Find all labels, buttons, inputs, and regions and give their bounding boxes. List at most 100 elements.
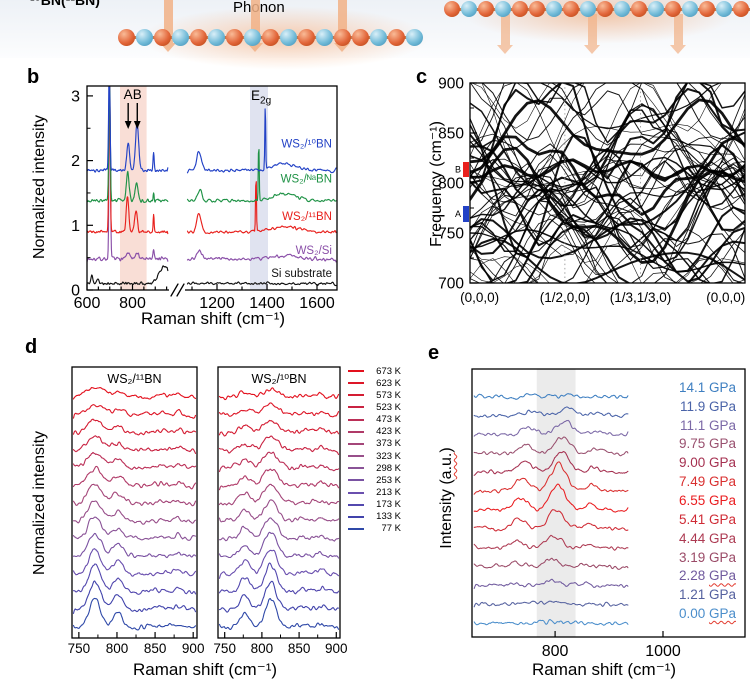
panel-letter-c: c [416, 66, 428, 88]
panel-b-ylabel: Normalized intensity [31, 114, 48, 260]
nitrogen-atom [495, 1, 511, 17]
legend-label: 323 K [376, 450, 401, 462]
svg-text:800: 800 [542, 643, 569, 660]
atom-chain-left [118, 29, 424, 46]
panel-d-curves-0 [72, 387, 197, 631]
panel-e-xlabel: Raman shift (cm⁻¹) [531, 660, 677, 679]
nitrogen-atom [244, 29, 261, 46]
boron-atom [512, 1, 528, 17]
svg-text:800: 800 [438, 176, 464, 193]
legend-item: 173 K [348, 499, 401, 511]
panel-b-raman-chart: Si substrate WS₂/Si WS₂/¹¹BN WS₂/ᴺᵃBN WS₂/¹⁰… [71, 85, 338, 312]
svg-text:(0,0,0): (0,0,0) [706, 290, 745, 305]
boron-atom [190, 29, 207, 46]
nitrogen-atom [370, 29, 387, 46]
legend-item: 473 K [348, 414, 401, 425]
boron-atom [262, 29, 279, 46]
legend-line-swatch [348, 394, 364, 397]
legend-line-swatch [348, 503, 364, 506]
legend-label: 173 K [376, 499, 401, 511]
boron-atom [733, 1, 749, 17]
nitrogen-atom [316, 29, 333, 46]
svg-text:700: 700 [438, 276, 464, 293]
boron-atom [226, 29, 243, 46]
boron-atom [118, 29, 135, 46]
panel-b-curves [87, 86, 337, 287]
svg-text:3: 3 [71, 88, 80, 105]
svg-text:B: B [455, 165, 461, 175]
legend-line-swatch [348, 418, 364, 421]
svg-text:1600: 1600 [299, 295, 335, 312]
panel-c-phonon-dispersion-chart: 700 750 800 850 900 B A (0,0,0) (1/2,0,0) (1/3,1/… [438, 76, 746, 305]
boron-atom [597, 1, 613, 17]
nitrogen-atom [280, 29, 297, 46]
legend-item: 373 K [348, 438, 401, 450]
legend-label: 523 K [376, 401, 401, 413]
panel-e-ylabel: Intensity (a.u.) [438, 447, 456, 548]
legend-line-swatch [348, 527, 364, 530]
svg-text:2: 2 [71, 153, 80, 170]
svg-text:900: 900 [182, 641, 205, 656]
nitrogen-atom [546, 1, 562, 17]
panel-b-xlabel: Raman shift (cm⁻¹) [140, 309, 286, 328]
svg-text:(1/3,1/3,0): (1/3,1/3,0) [610, 290, 672, 305]
panel-e-ylabel-prefix: Intensity ( [438, 479, 455, 549]
svg-text:WS₂/¹⁰BN: WS₂/¹⁰BN [252, 372, 307, 386]
svg-text:1000: 1000 [645, 643, 681, 660]
panel-e-ylabel-suffix: ) [438, 447, 455, 453]
svg-text:800: 800 [106, 641, 129, 656]
boron-atom [631, 1, 647, 17]
nitrogen-atom [648, 1, 664, 17]
legend-label: 213 K [376, 487, 401, 498]
panel-a-schematic: ¹⁰BN(¹¹BN) Phonon [0, 0, 750, 70]
legend-item: 298 K [348, 462, 401, 474]
boron-atom [563, 1, 579, 17]
panel-d-curves-1 [218, 387, 340, 631]
boron-atom [529, 1, 545, 17]
legend-line-swatch [348, 406, 364, 409]
boron-atom [154, 29, 171, 46]
boron-atom [352, 29, 369, 46]
panel-e-ylabel-au: a.u. [438, 452, 455, 480]
panel-d-temperature-chart: WS₂/¹¹BN 750 800 850 900 WS₂/¹⁰BN 750 800 850 900 [68, 366, 348, 656]
isotope-label: ¹⁰BN(¹¹BN) [30, 0, 100, 8]
svg-text:Si substrate: Si substrate [271, 268, 332, 280]
svg-text:(0,0,0): (0,0,0) [460, 290, 499, 305]
legend-line-swatch [348, 430, 364, 433]
svg-text:E2g: E2g [251, 88, 271, 107]
legend-label: 298 K [376, 462, 401, 474]
svg-text:(1/2,0,0): (1/2,0,0) [540, 290, 590, 305]
legend-label: 133 K [376, 511, 401, 523]
boron-atom [444, 1, 460, 17]
legend-item: 573 K [348, 389, 401, 401]
svg-text:WS₂/Si: WS₂/Si [296, 245, 332, 257]
legend-label: 623 K [376, 377, 401, 389]
legend-label: 373 K [376, 438, 401, 450]
panel-letter-d: d [25, 336, 38, 358]
nitrogen-atom [716, 1, 732, 17]
legend-item: 523 K [348, 401, 401, 413]
svg-text:800: 800 [119, 295, 146, 312]
legend-item: 213 K [348, 487, 401, 498]
svg-text:WS₂/¹¹BN: WS₂/¹¹BN [107, 372, 161, 386]
svg-text:1200: 1200 [199, 295, 235, 312]
legend-line-swatch [348, 382, 364, 385]
boron-atom [699, 1, 715, 17]
atom-chain-right [444, 1, 750, 17]
svg-text:850: 850 [288, 641, 311, 656]
svg-text:1400: 1400 [249, 295, 285, 312]
svg-text:WS₂/ᴺᵃBN: WS₂/ᴺᵃBN [281, 174, 332, 186]
nitrogen-atom [682, 1, 698, 17]
legend-label: 573 K [376, 389, 401, 401]
panel-letter-b: b [27, 66, 40, 88]
svg-text:B: B [133, 87, 142, 102]
legend-line-swatch [348, 370, 364, 372]
phonon-arrow-icon [670, 14, 686, 54]
panel-d-xlabel: Raman shift (cm⁻¹) [132, 660, 278, 679]
svg-text:800: 800 [251, 641, 274, 656]
legend-item: 253 K [348, 474, 401, 486]
legend-label: 253 K [376, 474, 401, 486]
svg-text:A: A [124, 87, 133, 102]
panel-letter-e: e [428, 342, 440, 364]
